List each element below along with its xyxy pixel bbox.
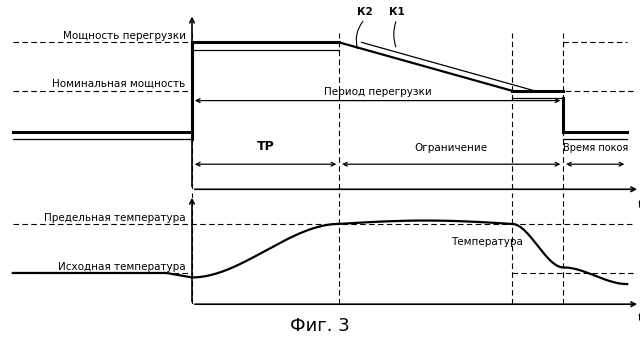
Text: Предельная температура: Предельная температура — [44, 213, 186, 223]
Text: t: t — [638, 200, 640, 210]
Text: К2: К2 — [357, 7, 372, 17]
Text: Номинальная мощность: Номинальная мощность — [52, 79, 186, 89]
Text: Фиг. 3: Фиг. 3 — [290, 317, 350, 335]
Text: Период перегрузки: Период перегрузки — [324, 87, 431, 97]
Text: Время покоя: Время покоя — [563, 143, 628, 153]
Text: Исходная температура: Исходная температура — [58, 262, 186, 272]
Text: Ограничение: Ограничение — [415, 143, 488, 153]
Text: Мощность перегрузки: Мощность перегрузки — [63, 31, 186, 41]
Text: К1: К1 — [389, 7, 404, 17]
Text: ТР: ТР — [257, 141, 275, 153]
Text: Температура: Температура — [451, 237, 523, 247]
Text: t: t — [638, 313, 640, 323]
